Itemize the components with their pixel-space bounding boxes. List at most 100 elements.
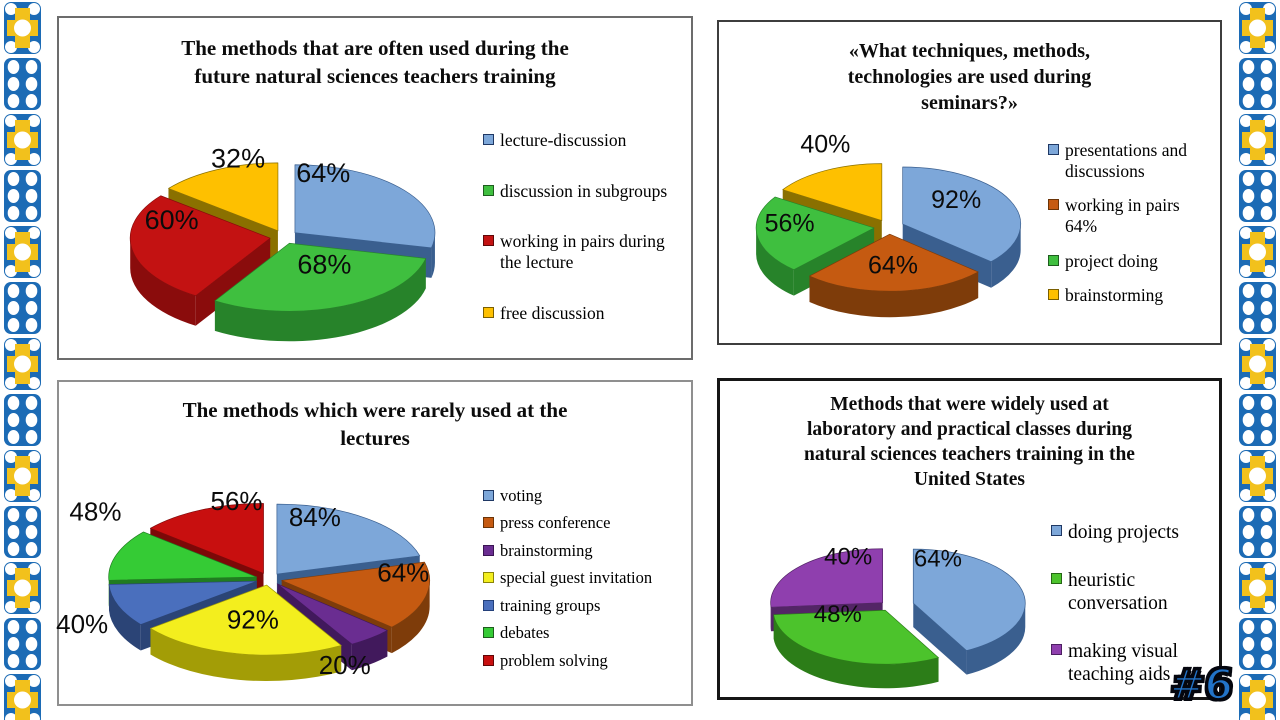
panel-us-lab-practical-methods: Methods that were widely used at laborat… xyxy=(717,378,1222,700)
chart-title: The methods that are often used during t… xyxy=(181,36,569,89)
pie-slice xyxy=(773,609,939,665)
legend-item: working in pairs during the lecture xyxy=(483,231,693,272)
pie-slice-wall xyxy=(991,224,1021,288)
slide-number-badge: #6 xyxy=(1167,659,1236,711)
pie-slice xyxy=(108,531,258,581)
legend-label: working in pairs 64% xyxy=(1065,195,1180,236)
legend-label: working in pairs during the lecture xyxy=(500,231,665,272)
legend-item: training groups xyxy=(483,596,693,615)
left-ornament-border xyxy=(0,0,45,720)
pie-data-label: 56% xyxy=(765,210,815,238)
legend-color-chip xyxy=(483,490,494,501)
legend-item: free discussion xyxy=(483,303,693,324)
legend-item: problem solving xyxy=(483,651,693,670)
legend-item: debates xyxy=(483,623,693,642)
pie-slice-wall xyxy=(351,630,388,671)
chart-title: «What techniques, methods, technologies … xyxy=(847,40,1092,114)
chart-legend: lecture-discussion discussion in subgroup… xyxy=(483,130,693,323)
legend-item: lecture-discussion xyxy=(483,130,693,151)
legend-label: heuristic conversation xyxy=(1068,570,1168,614)
pie-chart-rarely-used-methods: 84% 64% 20% 92% 40% 48% 56% xyxy=(56,486,430,682)
legend-item: heuristic conversation xyxy=(1051,569,1221,615)
legend-color-chip xyxy=(483,235,494,247)
legend-label: brainstorming xyxy=(500,540,593,560)
pie-slice xyxy=(755,196,875,271)
pie-slice-wall xyxy=(809,271,979,318)
pie-data-label: 64% xyxy=(377,557,429,587)
pie-slice xyxy=(912,548,1026,652)
pie-data-label: 92% xyxy=(227,604,279,634)
legend-color-chip xyxy=(483,544,494,556)
panel-rarely-used-methods: The methods which were rarely used at th… xyxy=(56,380,693,706)
legend-color-chip xyxy=(483,184,494,196)
pie-slice-wall xyxy=(391,580,430,654)
panel-seminar-techniques: «What techniques, methods, technologies … xyxy=(717,20,1222,345)
legend-color-chip xyxy=(1051,573,1062,584)
right-ornament-border xyxy=(1235,0,1280,720)
legend-color-chip xyxy=(483,599,494,611)
legend-label: free discussion xyxy=(500,302,605,323)
pie-data-label: 40% xyxy=(824,544,872,571)
chart-legend: voting press conference brainstorming speci… xyxy=(483,486,693,670)
chart-legend: doing projects heuristic conversation maki… xyxy=(1051,521,1221,686)
pie-slice xyxy=(108,580,258,625)
pie-slice-wall xyxy=(195,238,271,326)
legend-label: doing projects xyxy=(1068,522,1180,543)
chart-legend: presentations and discussions working in … xyxy=(1048,140,1220,306)
pie-chart-often-used-methods: 64% 68% 60% 32% xyxy=(129,144,436,342)
chart-title: The methods which were rarely used at th… xyxy=(182,398,568,451)
legend-color-chip xyxy=(1048,199,1059,211)
pie-slice xyxy=(149,503,264,574)
pie-data-label: 32% xyxy=(211,144,265,174)
pie-slice xyxy=(150,584,342,656)
legend-color-chip xyxy=(483,627,494,639)
legend-label: making visual teaching aids xyxy=(1068,641,1178,685)
pie-slice xyxy=(214,242,427,312)
pie-data-label: 84% xyxy=(289,502,341,532)
legend-color-chip xyxy=(1048,144,1059,155)
panel-often-used-methods: The methods that are often used during t… xyxy=(57,16,693,360)
pie-slice xyxy=(902,166,1021,263)
legend-label: brainstorming xyxy=(1065,285,1164,306)
pie-slice xyxy=(276,583,388,645)
legend-label: presentations and discussions xyxy=(1065,140,1187,181)
legend-item: brainstorming xyxy=(483,541,693,560)
legend-item: making visual teaching aids xyxy=(1051,640,1221,686)
pie-slice xyxy=(782,163,883,221)
legend-label: special guest invitation xyxy=(500,568,653,588)
pie-slice-wall xyxy=(756,227,794,296)
legend-item: press conference xyxy=(483,513,693,532)
legend-color-chip xyxy=(483,572,494,584)
legend-item: doing projects xyxy=(1051,521,1221,544)
legend-color-chip xyxy=(483,517,494,529)
legend-item: discussion in subgroups xyxy=(483,181,693,202)
legend-item: working in pairs 64% xyxy=(1048,195,1220,236)
legend-label: project doing xyxy=(1065,250,1158,271)
legend-item: special guest invitation xyxy=(483,568,693,587)
legend-item: project doing xyxy=(1048,251,1220,272)
pie-slice-wall xyxy=(431,232,435,278)
pie-slice-wall xyxy=(150,628,342,682)
pie-slice-wall xyxy=(108,584,141,651)
pie-slice xyxy=(276,503,421,575)
pie-data-label: 92% xyxy=(931,186,981,214)
legend-color-chip xyxy=(483,654,494,666)
pie-data-label: 56% xyxy=(211,486,263,516)
legend-color-chip xyxy=(483,306,494,318)
pie-slice xyxy=(281,561,430,628)
legend-item: brainstorming xyxy=(1048,285,1220,306)
pie-chart-seminar-techniques: 92% 64% 56% 40% xyxy=(755,131,1021,318)
pie-chart-us-lab-practical-methods: 64% 48% 40% xyxy=(770,544,1026,689)
pie-slice xyxy=(294,164,436,249)
chart-title: Methods that were widely used at laborat… xyxy=(804,394,1135,490)
legend-label: problem solving xyxy=(500,650,608,670)
pie-data-label: 60% xyxy=(145,205,199,235)
pie-slice xyxy=(168,162,279,232)
pie-data-label: 20% xyxy=(319,650,371,680)
legend-label: lecture-discussion xyxy=(500,130,627,150)
pie-data-label: 40% xyxy=(56,609,108,639)
pie-data-label: 68% xyxy=(297,250,351,280)
pie-slice-wall xyxy=(773,614,939,689)
pie-data-label: 40% xyxy=(800,131,850,159)
